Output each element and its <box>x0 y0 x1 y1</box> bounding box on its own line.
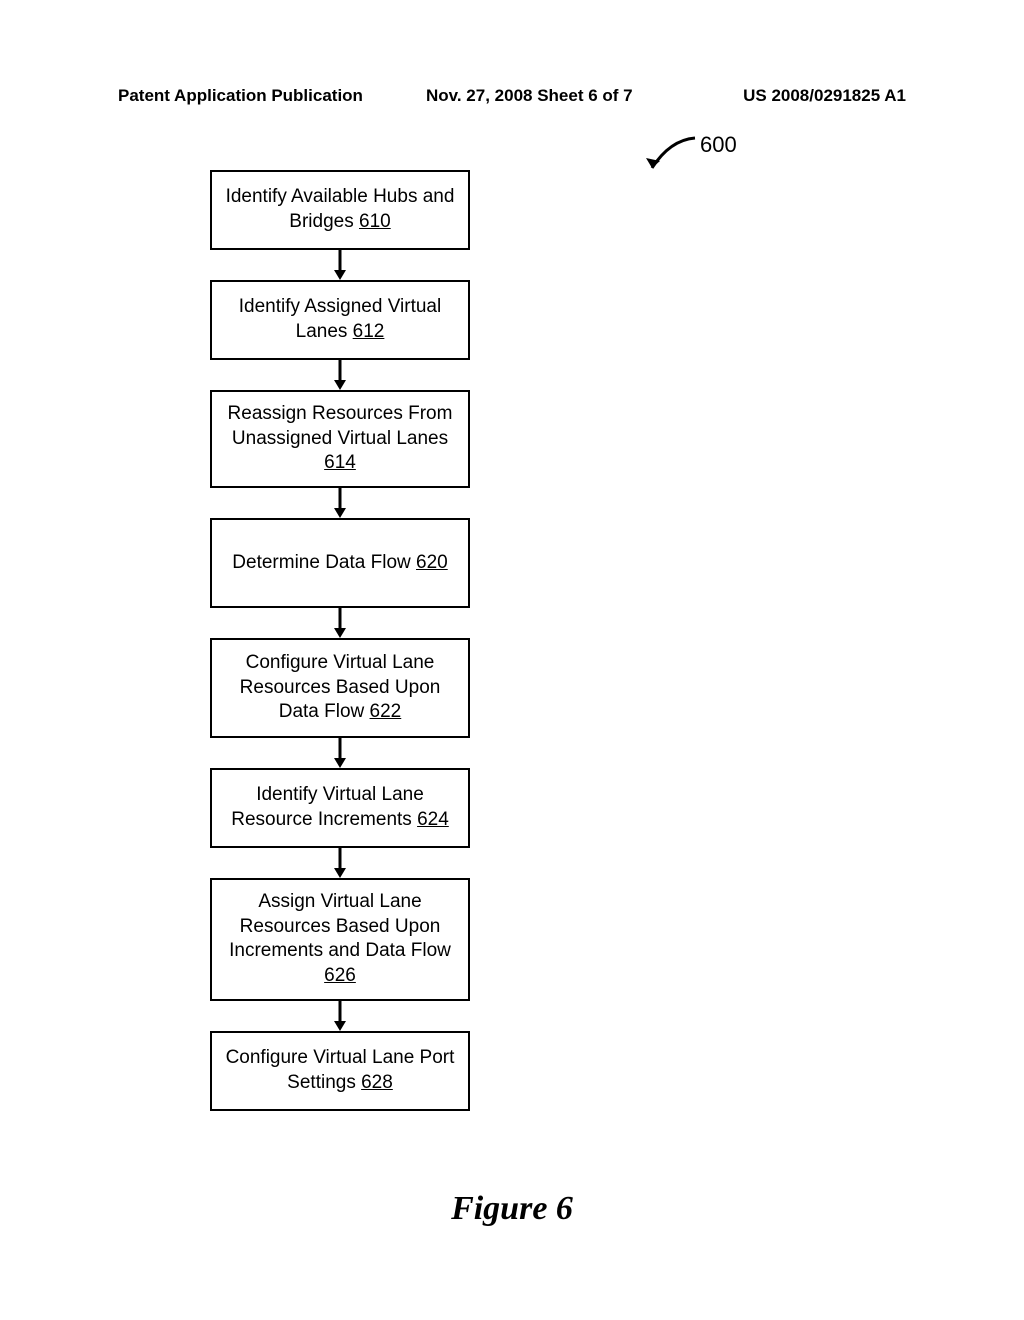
reference-number: 600 <box>700 132 737 158</box>
flow-node-text: Configure Virtual Lane Port Settings 628 <box>224 1046 456 1095</box>
flow-node-ref: 620 <box>416 552 448 573</box>
date-sheet-label: Nov. 27, 2008 Sheet 6 of 7 <box>426 86 633 106</box>
flow-arrow <box>210 1001 470 1031</box>
flow-node-ref: 628 <box>361 1072 393 1093</box>
flowchart: Identify Available Hubs and Bridges 610 I… <box>200 170 480 1111</box>
flow-node-text: Reassign Resources From Unassigned Virtu… <box>224 402 456 476</box>
flow-node: Configure Virtual Lane Port Settings 628 <box>210 1031 470 1111</box>
flow-node: Reassign Resources From Unassigned Virtu… <box>210 390 470 488</box>
publication-number: US 2008/0291825 A1 <box>743 86 906 106</box>
flow-arrow <box>210 848 470 878</box>
flow-node-ref: 624 <box>417 809 449 830</box>
figure-label: Figure 6 <box>0 1190 1024 1228</box>
flow-node-text: Assign Virtual Lane Resources Based Upon… <box>224 890 456 989</box>
flow-node-ref: 614 <box>324 452 356 473</box>
flow-node-ref: 610 <box>359 211 391 232</box>
flow-arrow <box>210 250 470 280</box>
flow-node-text: Identify Virtual Lane Resource Increment… <box>224 783 456 832</box>
flow-node-ref: 622 <box>370 701 402 722</box>
flow-arrow <box>210 360 470 390</box>
flow-arrow <box>210 488 470 518</box>
flow-node-text: Identify Assigned Virtual Lanes 612 <box>224 295 456 344</box>
flow-node: Assign Virtual Lane Resources Based Upon… <box>210 878 470 1001</box>
flow-node: Identify Virtual Lane Resource Increment… <box>210 768 470 848</box>
flow-node-ref: 626 <box>324 965 356 986</box>
flow-arrow <box>210 608 470 638</box>
flow-node: Configure Virtual Lane Resources Based U… <box>210 638 470 738</box>
flow-node-ref: 612 <box>353 321 385 342</box>
publication-label: Patent Application Publication <box>118 86 363 106</box>
flow-node-text: Identify Available Hubs and Bridges 610 <box>224 185 456 234</box>
flow-node-text: Determine Data Flow 620 <box>232 551 447 576</box>
flow-node: Identify Assigned Virtual Lanes 612 <box>210 280 470 360</box>
flow-arrow <box>210 738 470 768</box>
flow-node-text: Configure Virtual Lane Resources Based U… <box>224 651 456 725</box>
flow-node: Identify Available Hubs and Bridges 610 <box>210 170 470 250</box>
flow-node: Determine Data Flow 620 <box>210 518 470 608</box>
